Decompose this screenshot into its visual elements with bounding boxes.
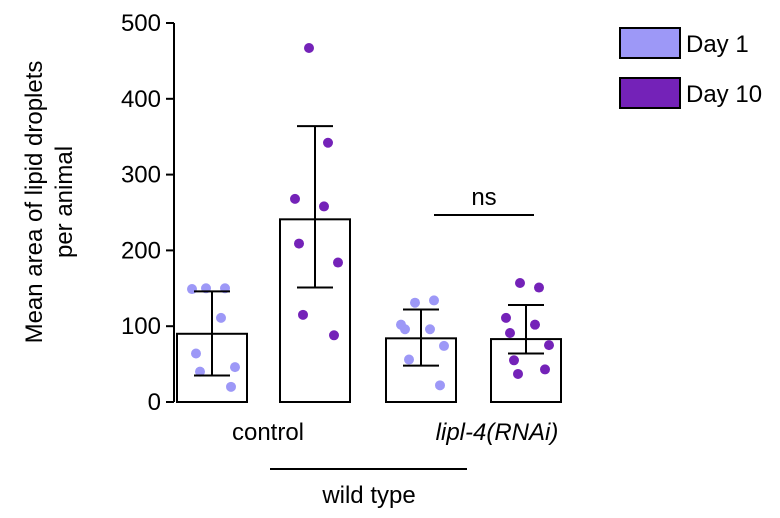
y-tick-label: 100 <box>121 313 161 340</box>
y-axis: 0 100 200 300 400 500 <box>121 10 175 416</box>
legend-swatch-day1 <box>619 27 681 59</box>
legend-label-day10: Day 10 <box>686 81 762 108</box>
data-point <box>410 297 420 308</box>
data-point <box>429 295 439 306</box>
data-point <box>304 43 314 54</box>
data-point <box>425 324 435 335</box>
y-axis-title-line2: per animal <box>51 146 78 258</box>
category-label-lipl4-rnai: lipl-4(RNAi) <box>436 419 559 446</box>
data-point <box>404 354 414 365</box>
legend-swatch-day10 <box>619 77 681 109</box>
error-bars-layer <box>194 125 544 377</box>
significance-label: ns <box>471 184 496 211</box>
y-tick-label: 300 <box>121 162 161 189</box>
data-point <box>216 312 226 323</box>
data-point <box>319 201 329 212</box>
data-point <box>230 362 240 373</box>
data-point <box>505 328 515 339</box>
data-point <box>540 364 550 375</box>
data-point <box>530 319 540 330</box>
data-point <box>333 257 343 268</box>
legend: Day 1 Day 10 <box>619 27 762 109</box>
data-point <box>515 277 525 288</box>
data-point <box>435 380 445 391</box>
data-point <box>544 340 554 351</box>
legend-label-day1: Day 1 <box>686 31 749 58</box>
data-point <box>195 366 205 377</box>
y-tick-label: 200 <box>121 237 161 264</box>
data-point <box>534 282 544 293</box>
data-point <box>439 340 449 351</box>
data-point <box>191 348 201 359</box>
data-point <box>226 381 236 392</box>
data-point <box>329 330 339 341</box>
group-bracket-label: wild type <box>321 482 415 509</box>
data-point <box>290 193 300 204</box>
data-point <box>513 368 523 379</box>
y-tick-label: 400 <box>121 86 161 113</box>
data-point <box>501 312 511 323</box>
points-layer <box>187 43 554 392</box>
data-point <box>400 324 410 335</box>
y-tick-label: 500 <box>121 10 161 37</box>
data-point <box>298 309 308 320</box>
y-axis-title: Mean area of lipid droplets per animal <box>21 61 78 344</box>
data-point <box>323 137 333 148</box>
data-point <box>187 284 197 295</box>
category-label-control: control <box>232 419 304 446</box>
data-point <box>294 238 304 249</box>
y-tick-label: 0 <box>148 389 161 416</box>
data-point <box>509 355 519 366</box>
bars-layer <box>176 218 562 404</box>
y-axis-title-line1: Mean area of lipid droplets <box>21 61 48 344</box>
